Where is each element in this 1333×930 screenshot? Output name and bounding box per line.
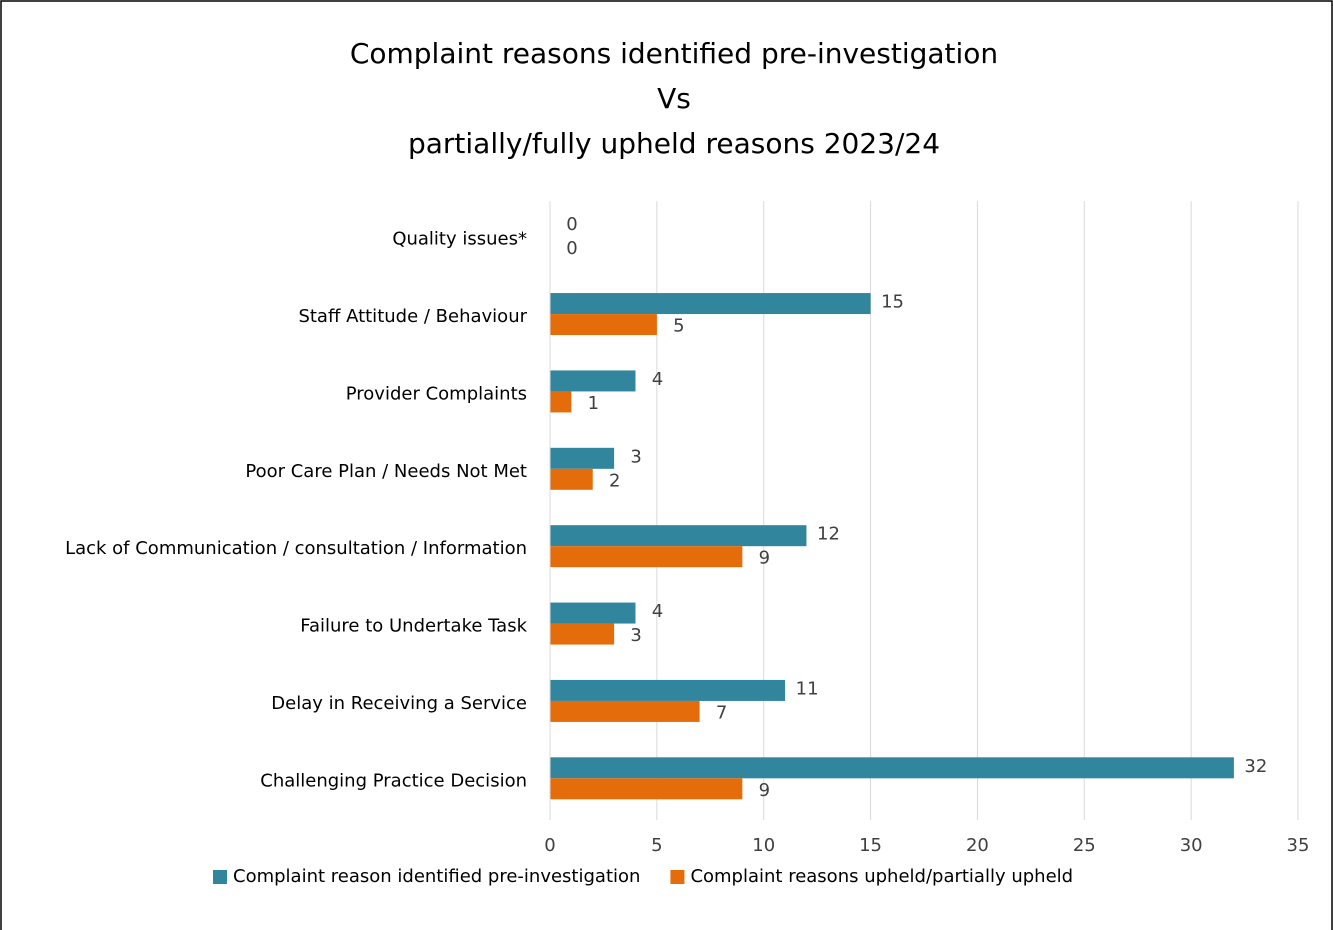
bar	[550, 700, 700, 722]
data-label: 11	[796, 678, 819, 699]
x-tick-label: 25	[1073, 835, 1096, 856]
x-tick-label: 35	[1287, 835, 1310, 856]
data-label: 15	[881, 292, 904, 313]
legend-label: Complaint reason identified pre-investig…	[233, 866, 640, 887]
data-label: 4	[652, 601, 663, 622]
x-tick-label: 20	[966, 835, 989, 856]
bar	[550, 314, 657, 336]
x-tick-label: 30	[1180, 835, 1203, 856]
y-tick-label: Quality issues*	[392, 229, 527, 250]
y-tick-label: Challenging Practice Decision	[260, 770, 527, 791]
y-tick-label: Lack of Communication / consultation / I…	[65, 538, 527, 559]
data-label: 2	[609, 470, 620, 491]
y-tick-label: Provider Complaints	[346, 383, 527, 404]
data-label: 12	[817, 524, 840, 545]
data-label: 1	[588, 393, 599, 414]
data-label: 9	[759, 780, 770, 801]
data-label: 3	[630, 446, 641, 467]
bar	[550, 546, 743, 568]
bar	[550, 370, 636, 392]
bar	[550, 623, 615, 645]
data-label: 7	[716, 702, 727, 723]
chart-title: Vs	[657, 82, 691, 115]
chart-title: partially/fully upheld reasons 2023/24	[408, 127, 940, 160]
legend-swatch	[213, 870, 227, 884]
data-label: 5	[673, 316, 684, 337]
bar	[550, 391, 572, 413]
data-label: 32	[1244, 756, 1267, 777]
data-label: 0	[566, 238, 577, 259]
data-label: 0	[566, 214, 577, 235]
y-tick-label: Failure to Undertake Task	[300, 616, 527, 637]
y-tick-label: Poor Care Plan / Needs Not Met	[245, 461, 527, 482]
bar	[550, 468, 593, 490]
y-tick-label: Staff Attitude / Behaviour	[298, 306, 527, 327]
bar	[550, 293, 871, 315]
bar	[550, 525, 807, 547]
bar	[550, 757, 1234, 779]
data-label: 3	[630, 625, 641, 646]
x-tick-label: 0	[544, 835, 555, 856]
bar	[550, 602, 636, 624]
legend-label: Complaint reasons upheld/partially uphel…	[690, 866, 1073, 887]
x-tick-label: 10	[752, 835, 775, 856]
bar	[550, 778, 743, 800]
bar	[550, 447, 615, 469]
y-tick-label: Delay in Receiving a Service	[271, 693, 527, 714]
data-label: 9	[759, 548, 770, 569]
chart-title: Complaint reasons identified pre-investi…	[350, 37, 998, 70]
x-tick-label: 5	[651, 835, 662, 856]
data-label: 4	[652, 369, 663, 390]
legend-swatch	[670, 870, 685, 884]
bar	[550, 679, 786, 701]
x-tick-label: 15	[859, 835, 882, 856]
